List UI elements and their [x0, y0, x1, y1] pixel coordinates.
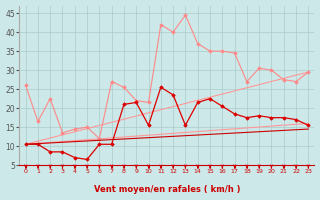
- X-axis label: Vent moyen/en rafales ( km/h ): Vent moyen/en rafales ( km/h ): [94, 185, 240, 194]
